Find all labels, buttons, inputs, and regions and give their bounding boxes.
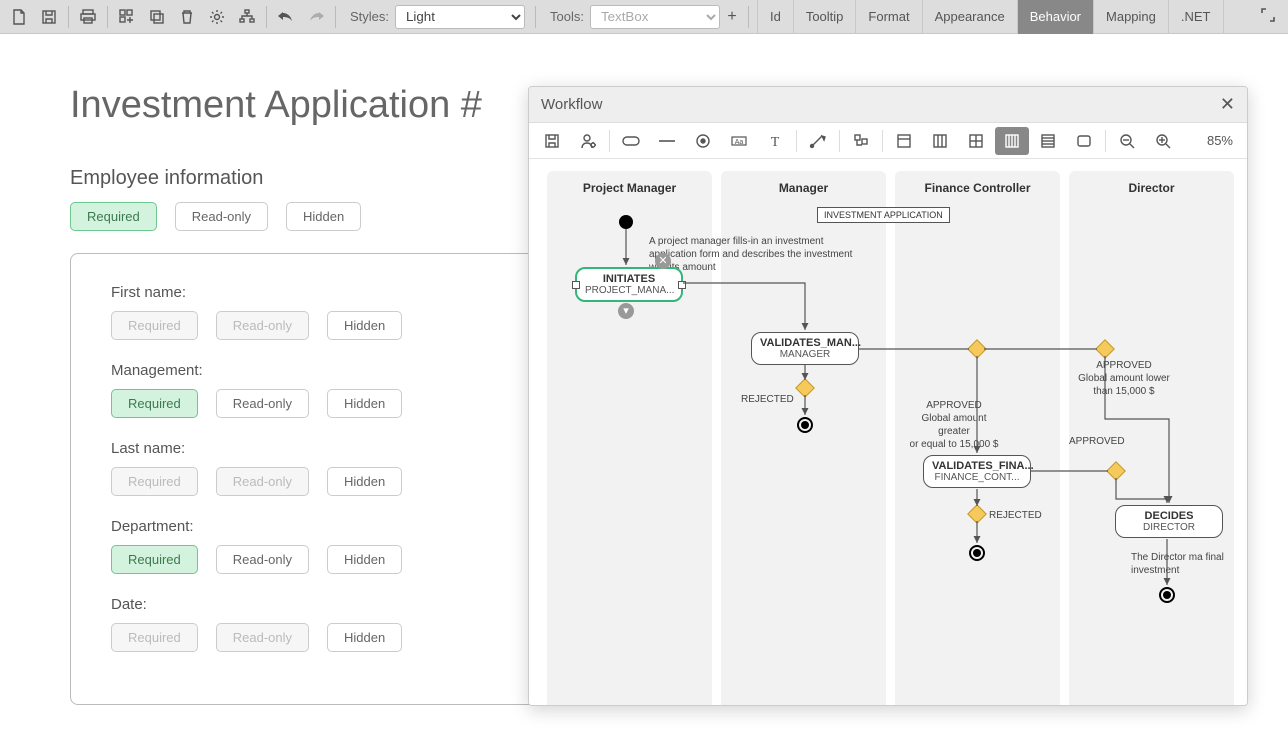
state-hidden[interactable]: Hidden [327, 545, 402, 574]
wf-text-icon[interactable]: T [758, 127, 792, 155]
wf-align-icon[interactable] [844, 127, 878, 155]
tools-label: Tools: [540, 9, 590, 24]
workflow-header[interactable]: Workflow ✕ [529, 87, 1247, 123]
label-rejected-2: REJECTED [989, 509, 1042, 522]
state-readonly[interactable]: Read-only [216, 623, 309, 652]
node-validates-finance[interactable]: VALIDATES_FINA... FINANCE_CONT... [923, 455, 1031, 488]
wf-layout5-icon[interactable] [1031, 127, 1065, 155]
wf-connector-icon[interactable] [801, 127, 835, 155]
new-file-icon[interactable] [4, 3, 34, 31]
end-rejected-2[interactable] [969, 545, 985, 561]
label-approved: APPROVED [1069, 435, 1125, 448]
wf-layout3-icon[interactable] [959, 127, 993, 155]
start-node[interactable] [619, 215, 633, 229]
wf-save-icon[interactable] [535, 127, 569, 155]
tab-format[interactable]: Format [855, 0, 921, 34]
wf-layout2-icon[interactable] [923, 127, 957, 155]
state-required[interactable]: Required [111, 467, 198, 496]
state-hidden[interactable]: Hidden [327, 389, 402, 418]
workflow-canvas[interactable]: Project Manager Manager Finance Controll… [529, 159, 1247, 705]
wf-shape-label-icon[interactable]: Aa [722, 127, 756, 155]
note-initiates: A project manager fills-in an investment… [649, 235, 869, 274]
node-add-handle[interactable]: ▾ [618, 303, 634, 319]
top-toolbar: Styles: Light Tools: TextBox + Id Toolti… [0, 0, 1288, 34]
styles-label: Styles: [340, 9, 395, 24]
copy-icon[interactable] [142, 3, 172, 31]
tab-appearance[interactable]: Appearance [922, 0, 1017, 34]
state-required[interactable]: Required [111, 311, 198, 340]
filter-hidden[interactable]: Hidden [286, 202, 361, 231]
node-close-handle[interactable]: ✕ [655, 253, 671, 269]
tab-tooltip[interactable]: Tooltip [793, 0, 856, 34]
wf-shape-target-icon[interactable] [686, 127, 720, 155]
tree-icon[interactable] [232, 3, 262, 31]
state-required[interactable]: Required [111, 545, 198, 574]
close-icon[interactable]: ✕ [1220, 94, 1235, 115]
tab-id[interactable]: Id [757, 0, 793, 34]
note-director: The Director ma final investment [1131, 551, 1247, 577]
undo-icon[interactable] [271, 3, 301, 31]
tab-behavior[interactable]: Behavior [1017, 0, 1093, 34]
wf-actor-icon[interactable] [571, 127, 605, 155]
tab-mapping[interactable]: Mapping [1093, 0, 1168, 34]
delete-icon[interactable] [172, 3, 202, 31]
wf-shape-rect-icon[interactable] [614, 127, 648, 155]
workflow-title: Workflow [541, 96, 602, 113]
label-approved-ge: APPROVED Global amount greater or equal … [909, 399, 999, 451]
end-final[interactable] [1159, 587, 1175, 603]
print-icon[interactable] [73, 3, 103, 31]
state-required[interactable]: Required [111, 389, 198, 418]
node-initiates[interactable]: INITIATES PROJECT_MANA... [575, 267, 683, 302]
fullscreen-icon[interactable] [1252, 7, 1284, 26]
svg-text:T: T [771, 135, 780, 149]
node-decides[interactable]: DECIDES DIRECTOR [1115, 505, 1223, 538]
state-readonly[interactable]: Read-only [216, 389, 309, 418]
state-required[interactable]: Required [111, 623, 198, 652]
state-hidden[interactable]: Hidden [327, 311, 402, 340]
workflow-badge: INVESTMENT APPLICATION [817, 207, 950, 223]
state-readonly[interactable]: Read-only [216, 311, 309, 340]
property-tabs: Id Tooltip Format Appearance Behavior Ma… [757, 0, 1224, 34]
settings-icon[interactable] [202, 3, 232, 31]
label-approved-lt: APPROVED Global amount lower than 15,000… [1069, 359, 1179, 398]
label-rejected-1: REJECTED [741, 393, 794, 406]
wf-zoom-out-icon[interactable] [1110, 127, 1144, 155]
tools-select[interactable]: TextBox [590, 5, 720, 29]
workflow-panel: Workflow ✕ Aa T 85% Project Manager Mana… [528, 86, 1248, 706]
end-rejected-1[interactable] [797, 417, 813, 433]
tab-dotnet[interactable]: .NET [1168, 0, 1224, 34]
state-readonly[interactable]: Read-only [216, 467, 309, 496]
styles-select[interactable]: Light [395, 5, 525, 29]
workflow-toolbar: Aa T 85% [529, 123, 1247, 159]
save-icon[interactable] [34, 3, 64, 31]
wf-layout1-icon[interactable] [887, 127, 921, 155]
state-readonly[interactable]: Read-only [216, 545, 309, 574]
state-hidden[interactable]: Hidden [327, 623, 402, 652]
wf-shape-line-icon[interactable] [650, 127, 684, 155]
add-tool-button[interactable]: + [720, 8, 744, 26]
grid-add-icon[interactable] [112, 3, 142, 31]
wf-layout6-icon[interactable] [1067, 127, 1101, 155]
svg-text:Aa: Aa [735, 139, 744, 146]
wf-layout4-icon[interactable] [995, 127, 1029, 155]
wf-zoom-in-icon[interactable] [1146, 127, 1180, 155]
node-validates-manager[interactable]: VALIDATES_MAN... MANAGER [751, 332, 859, 365]
state-hidden[interactable]: Hidden [327, 467, 402, 496]
redo-icon[interactable] [301, 3, 331, 31]
filter-required[interactable]: Required [70, 202, 157, 231]
wf-zoom-value: 85% [1199, 133, 1241, 148]
filter-readonly[interactable]: Read-only [175, 202, 268, 231]
